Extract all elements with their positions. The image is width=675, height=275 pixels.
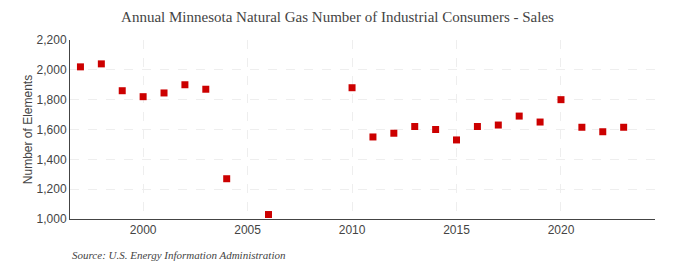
svg-text:1,000: 1,000 (37, 212, 67, 226)
svg-text:Source: U.S. Energy Informatio: Source: U.S. Energy Information Administ… (72, 249, 286, 261)
svg-text:1,200: 1,200 (37, 182, 67, 196)
svg-text:1,800: 1,800 (37, 93, 67, 107)
svg-text:2005: 2005 (234, 223, 261, 237)
svg-text:Number of Elements: Number of Elements (21, 75, 35, 184)
svg-text:1,600: 1,600 (37, 123, 67, 137)
svg-text:1,400: 1,400 (37, 153, 67, 167)
svg-text:2,200: 2,200 (37, 33, 67, 47)
svg-text:2015: 2015 (443, 223, 470, 237)
svg-text:2010: 2010 (339, 223, 366, 237)
svg-text:2000: 2000 (130, 223, 157, 237)
svg-text:2,000: 2,000 (37, 63, 67, 77)
svg-text:2020: 2020 (548, 223, 575, 237)
svg-text:Annual Minnesota Natural Gas N: Annual Minnesota Natural Gas Number of I… (121, 9, 554, 25)
